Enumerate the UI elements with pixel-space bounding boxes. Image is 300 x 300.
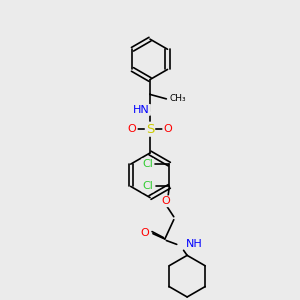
Text: O: O (164, 124, 172, 134)
Text: CH₃: CH₃ (169, 94, 186, 103)
Text: NH: NH (186, 239, 203, 249)
Text: HN: HN (133, 105, 150, 115)
Text: Cl: Cl (142, 159, 153, 169)
Text: S: S (146, 123, 154, 136)
Text: O: O (161, 196, 170, 206)
Text: Cl: Cl (142, 182, 153, 191)
Text: O: O (128, 124, 136, 134)
Text: O: O (140, 228, 149, 238)
